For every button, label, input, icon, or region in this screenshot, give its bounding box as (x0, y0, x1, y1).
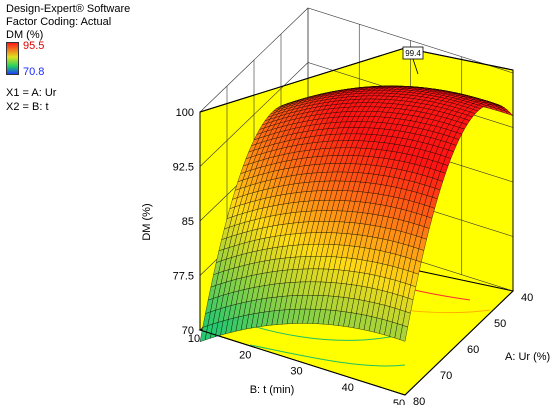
z-tick-label: 70 (182, 325, 194, 337)
a-tick-label: 70 (440, 370, 452, 382)
response-name: DM (%) (6, 29, 44, 41)
z-tick-label: 100 (176, 107, 194, 119)
legend-max-value: 95.5 (23, 40, 45, 52)
b-tick-label: 30 (290, 366, 302, 378)
b-tick-label: 50 (393, 398, 405, 405)
z-tick-label: 77.5 (173, 271, 194, 283)
z-axis: 70 77.5 85 92.5 100 (173, 107, 194, 337)
annotation-leader (412, 58, 419, 75)
software-name: Design-Expert® Software (6, 3, 131, 15)
a-axis: 40 50 60 70 80 (413, 292, 533, 405)
surface-cell (399, 325, 408, 342)
contour-green-2 (249, 344, 406, 367)
a-tick-label: 60 (467, 344, 479, 356)
z-axis-label: DM (%) (141, 203, 153, 240)
factor-assignments: X1 = A: Ur X2 = B: t (6, 86, 56, 114)
z-tick-label: 92.5 (173, 162, 194, 174)
color-scale-bar (6, 42, 19, 75)
legend-min-value: 70.8 (23, 66, 45, 78)
factor-x2: X2 = B: t (6, 101, 49, 113)
plot-frame (199, 47, 514, 396)
b-tick-label: 10 (188, 333, 200, 345)
b-axis-label: B: t (min) (250, 384, 295, 396)
a-tick-label: 80 (413, 396, 425, 405)
software-info: Design-Expert® Software Factor Coding: A… (6, 3, 130, 42)
factor-x1: X1 = A: Ur (6, 87, 57, 99)
b-tick-label: 40 (342, 382, 354, 394)
max-annotation: 99.4 (405, 49, 421, 58)
factor-coding: Factor Coding: Actual (6, 16, 112, 28)
a-tick-label: 40 (521, 292, 533, 304)
a-tick-label: 50 (494, 318, 506, 330)
color-legend: 95.5 70.8 (6, 40, 106, 80)
b-axis: 10 20 30 40 50 (188, 333, 405, 405)
z-tick-label: 85 (182, 216, 194, 228)
response-surface (199, 85, 514, 343)
b-tick-label: 20 (239, 349, 251, 361)
a-axis-label: A: Ur (%) (505, 351, 550, 363)
